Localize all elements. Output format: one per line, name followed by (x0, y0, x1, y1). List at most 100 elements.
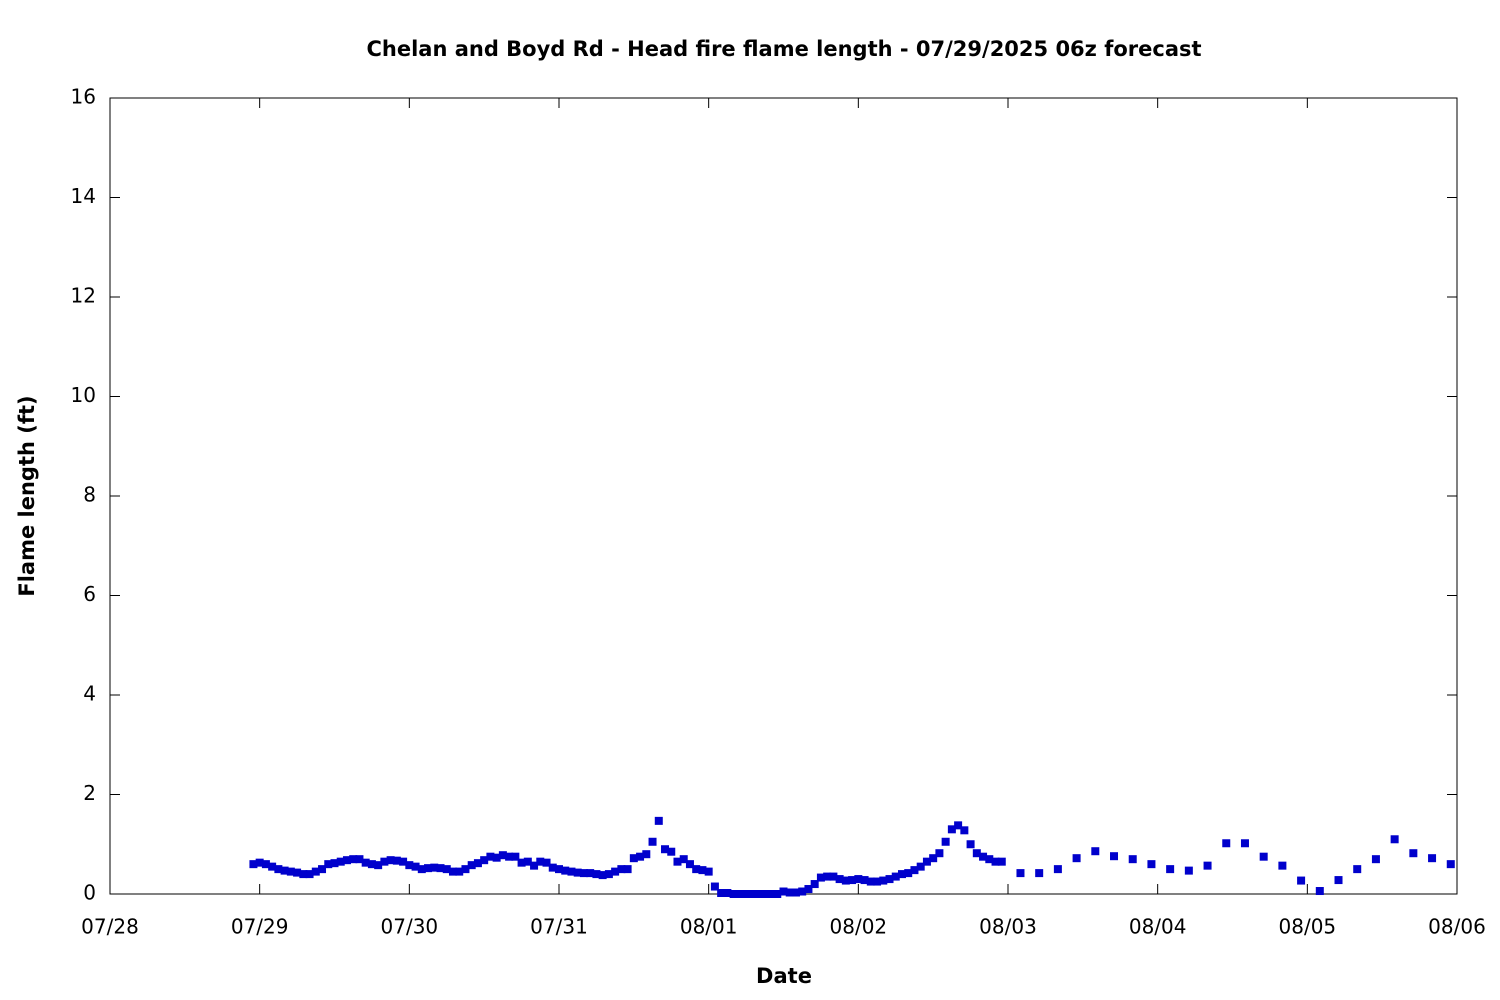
point (405, 861, 414, 870)
point (685, 860, 694, 869)
point (860, 876, 869, 885)
point (486, 852, 495, 861)
y-tick-label: 4 (83, 682, 96, 706)
point (972, 849, 981, 858)
point (586, 869, 595, 878)
point (804, 885, 813, 894)
point (910, 866, 919, 875)
point (636, 852, 645, 861)
point (517, 858, 526, 867)
point (760, 890, 769, 898)
point (1446, 860, 1455, 869)
point (816, 873, 825, 882)
x-tick-label: 07/29 (231, 915, 289, 939)
point (467, 861, 476, 870)
point (280, 866, 289, 875)
point (1353, 865, 1362, 874)
point (455, 867, 464, 876)
point (835, 875, 844, 884)
point (692, 865, 701, 874)
point (1259, 852, 1268, 861)
point (679, 855, 688, 864)
y-tick-label: 16 (71, 85, 96, 109)
point (1222, 839, 1231, 848)
point (947, 825, 956, 834)
point (935, 849, 944, 858)
point (829, 872, 838, 881)
point (791, 888, 800, 897)
point (261, 860, 270, 869)
y-axis-label: Flame length (ft) (15, 395, 39, 596)
point (1053, 865, 1062, 874)
point (492, 853, 501, 862)
point (386, 856, 395, 865)
point (461, 865, 470, 874)
point (916, 862, 925, 871)
point (673, 857, 682, 866)
point (773, 890, 782, 898)
point (567, 867, 576, 876)
point (854, 875, 863, 884)
point (841, 876, 850, 885)
point (542, 858, 551, 867)
point (611, 867, 620, 876)
point (249, 860, 258, 869)
y-tick-label: 2 (83, 781, 96, 805)
point (480, 856, 489, 865)
x-tick-label: 08/06 (1428, 915, 1486, 939)
y-tick-label: 14 (71, 184, 96, 208)
point (361, 858, 370, 867)
point (1315, 887, 1324, 896)
point (318, 865, 327, 874)
point (979, 852, 988, 861)
point (505, 852, 514, 861)
point (704, 867, 713, 876)
x-tick-label: 07/30 (381, 915, 439, 939)
point (324, 860, 333, 869)
point (1072, 854, 1081, 863)
point (667, 847, 676, 856)
point (1128, 855, 1137, 864)
x-tick-label: 08/01 (680, 915, 738, 939)
point (891, 872, 900, 881)
point (399, 857, 408, 866)
point (355, 855, 364, 864)
point (305, 870, 314, 879)
point (1147, 860, 1156, 869)
point (723, 889, 732, 898)
point (1428, 854, 1437, 863)
point (873, 877, 882, 886)
point (729, 890, 738, 898)
point (367, 860, 376, 869)
point (1334, 876, 1343, 885)
point (536, 857, 545, 866)
point (879, 876, 888, 885)
point (436, 864, 445, 873)
point (1297, 876, 1306, 885)
x-axis-label: Date (756, 964, 812, 988)
point (1203, 861, 1212, 870)
x-tick-label: 08/02 (830, 915, 888, 939)
point (991, 857, 1000, 866)
point (1016, 869, 1025, 878)
point (1409, 849, 1418, 858)
point (1390, 835, 1399, 844)
point (498, 851, 507, 860)
point (555, 865, 563, 874)
point (1110, 852, 1119, 861)
point (548, 863, 557, 872)
x-tick-label: 08/05 (1279, 915, 1337, 939)
point (929, 854, 938, 863)
point (286, 867, 295, 876)
y-tick-label: 8 (83, 483, 96, 507)
y-tick-label: 12 (71, 284, 96, 308)
point (866, 877, 875, 886)
point (717, 889, 726, 898)
x-tick-label: 07/31 (530, 915, 588, 939)
x-tick-label: 08/04 (1129, 915, 1187, 939)
point (424, 864, 433, 873)
point (530, 861, 539, 870)
point (1035, 869, 1044, 878)
point (349, 855, 358, 864)
